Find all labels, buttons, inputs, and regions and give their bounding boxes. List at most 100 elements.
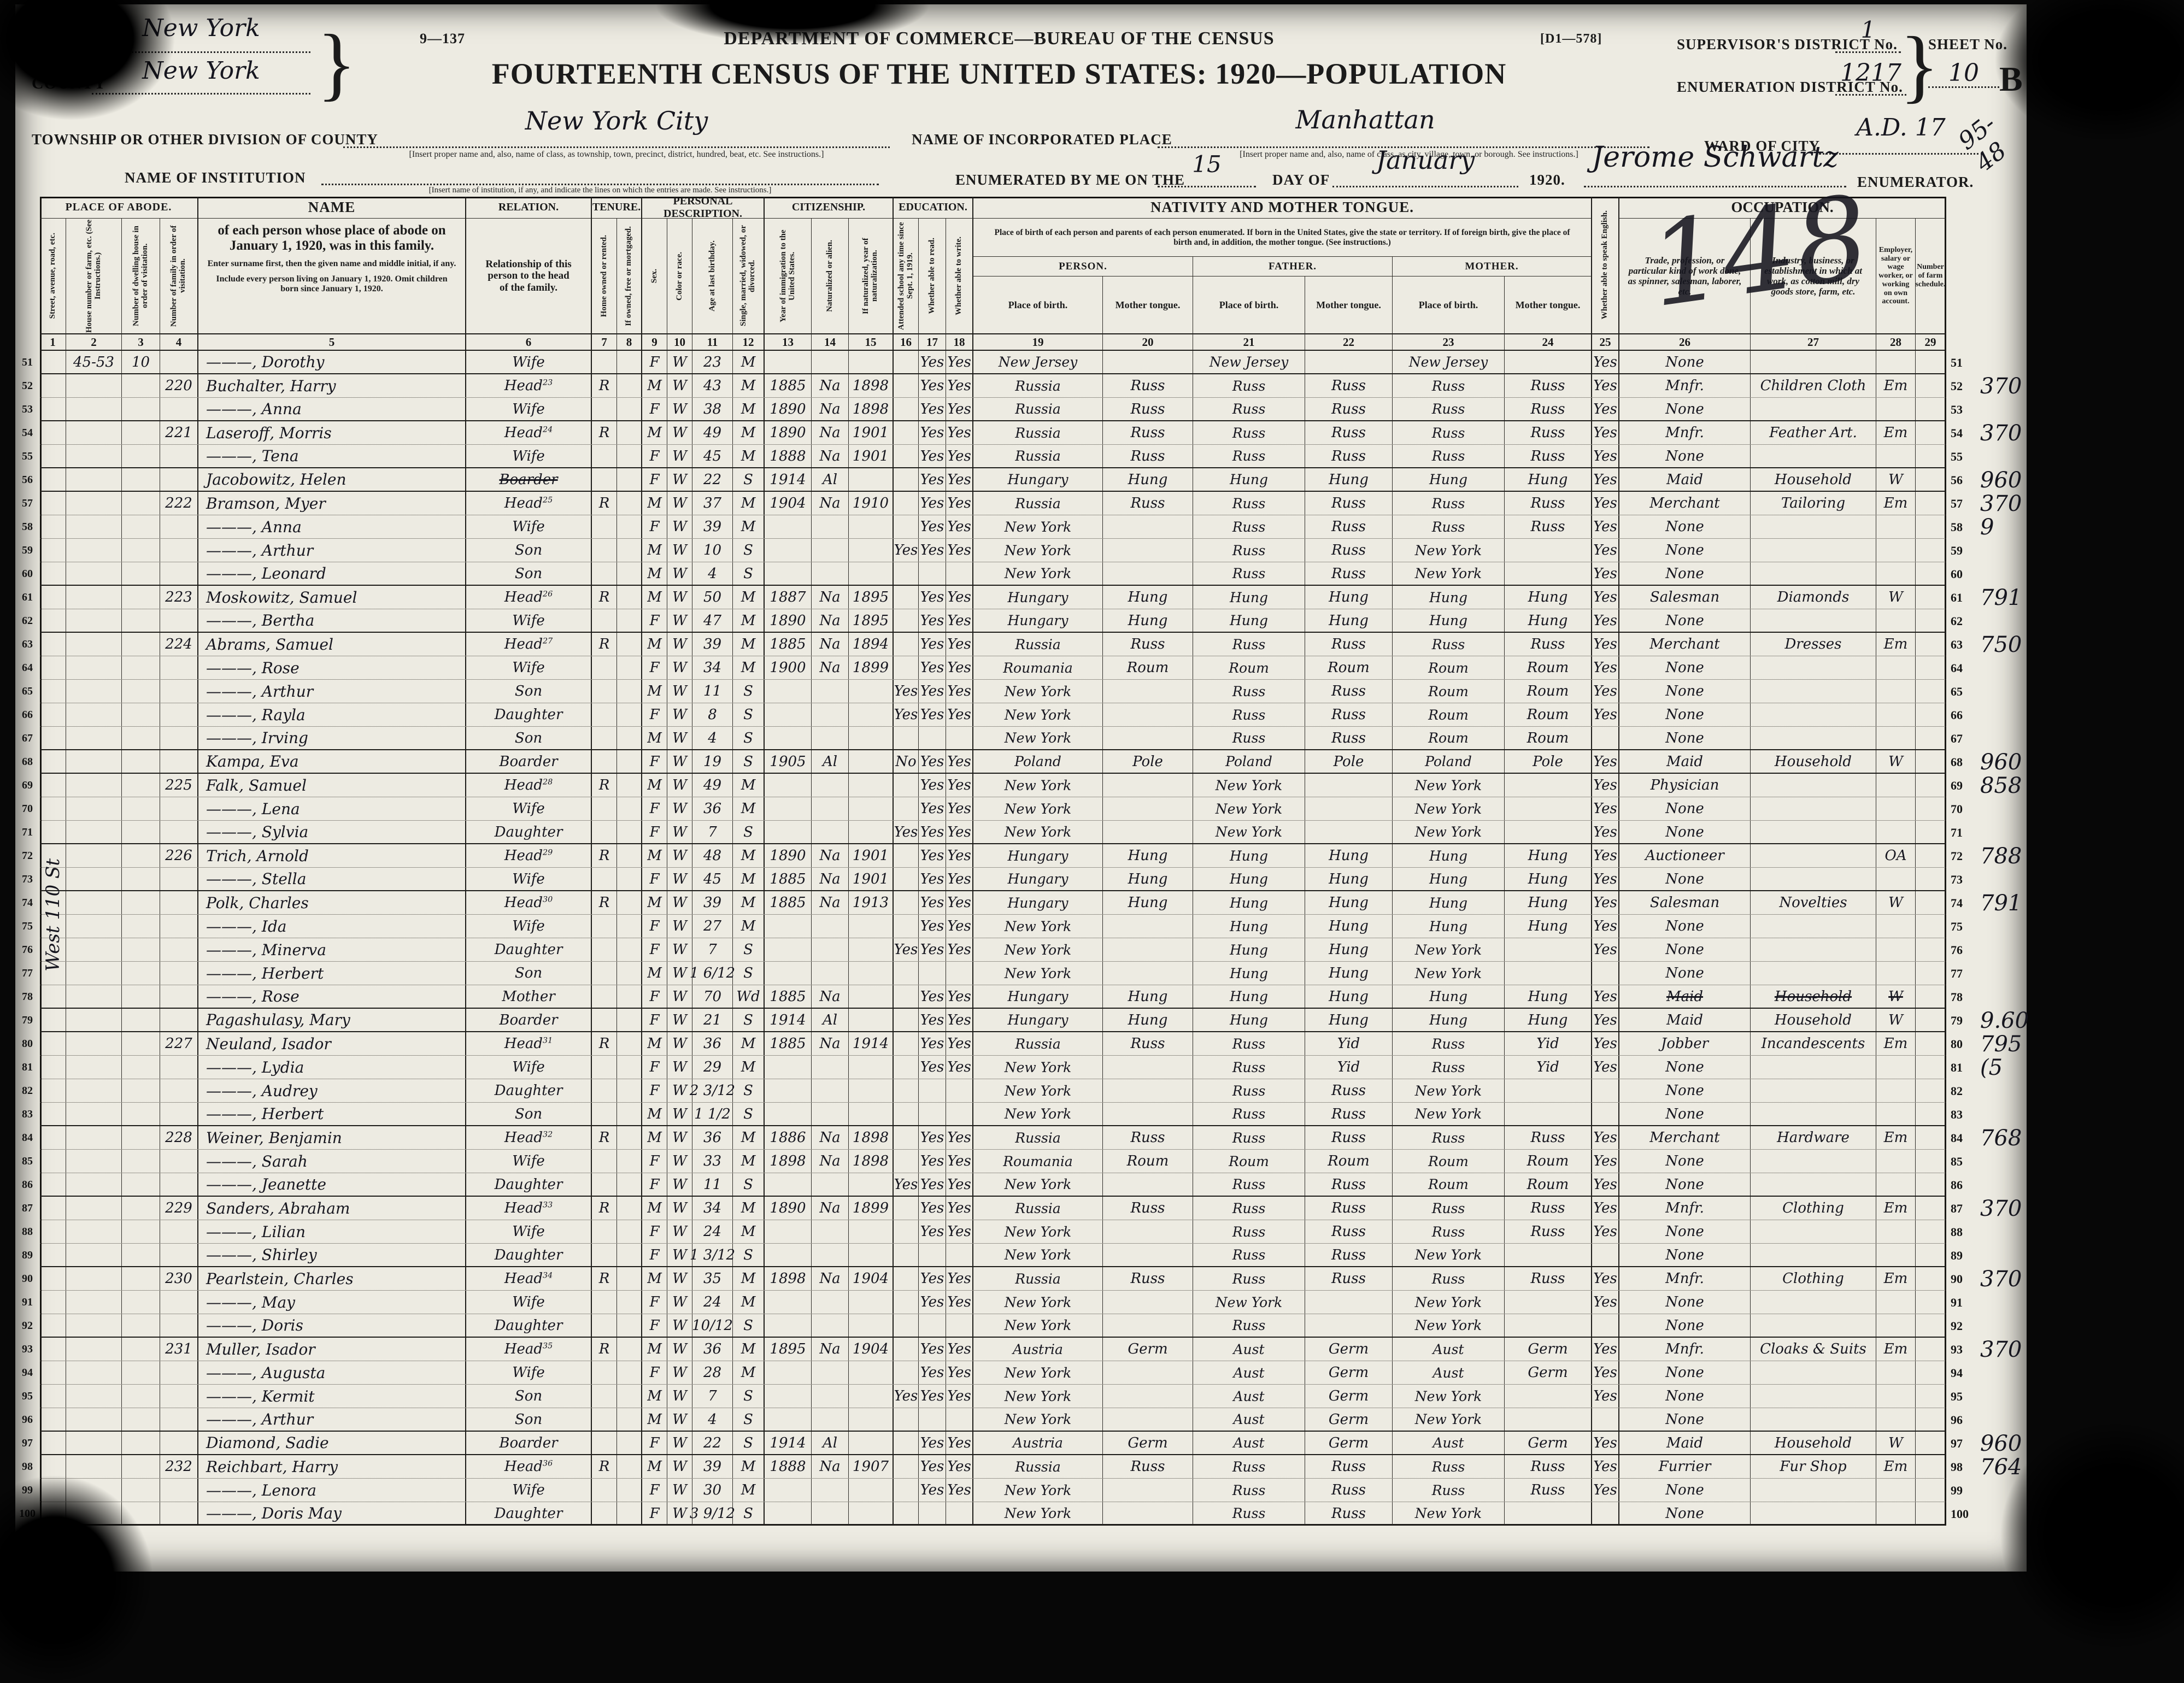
cell-mother-tongue: Russ: [1103, 398, 1193, 420]
able-to-write-value: Yes: [947, 401, 971, 417]
cell-father-birthplace: Russ: [1193, 374, 1305, 397]
relation-value: Head27: [504, 636, 553, 652]
cell-mother-birthplace: New York: [1393, 1103, 1505, 1125]
cell-industry: Household: [1751, 985, 1876, 1008]
cell-marital-status: S: [733, 1244, 765, 1266]
cell-immigration-year: [765, 1220, 812, 1243]
cell-farm-schedule: [1916, 1267, 1946, 1290]
cell-attended-school: [894, 1056, 919, 1079]
cell-color: W: [667, 962, 692, 985]
cell-color: W: [667, 1220, 692, 1243]
color-value: W: [672, 1246, 687, 1263]
column-desc-27: Industry, business, or establishment in …: [1751, 219, 1876, 333]
cell-able-to-write: Yes: [946, 351, 973, 373]
cell-tenure: R: [592, 1197, 617, 1220]
marital-status-value: M: [741, 1458, 756, 1475]
cell-age: 22: [692, 468, 733, 491]
cell-color: W: [667, 445, 692, 467]
cell-birthplace: Hungary: [973, 844, 1103, 867]
birthplace-value: Hungary: [1007, 848, 1068, 864]
cell-naturalization-year: [849, 750, 894, 773]
cell-birthplace: Russia: [973, 445, 1103, 467]
cell-family-number: 231: [160, 1338, 198, 1361]
cell-marital-status: S: [733, 938, 765, 961]
cell-age: 30: [692, 1479, 733, 1502]
color-value: W: [672, 823, 687, 840]
cell-marital-status: S: [733, 1314, 765, 1337]
sex-value: F: [649, 941, 660, 958]
line-number-right: 54: [1951, 426, 1963, 440]
cell-naturalization: [812, 351, 849, 373]
cell-house-number: [66, 797, 122, 820]
speaks-english-value: Yes: [1593, 753, 1617, 770]
sex-value: M: [647, 1035, 662, 1052]
cell-naturalization: [812, 515, 849, 538]
sex-value: F: [649, 1176, 660, 1193]
sex-value: M: [647, 589, 662, 605]
cell-name: ———, May: [198, 1291, 466, 1314]
tenure-value: R: [598, 1129, 610, 1146]
cell-industry: [1751, 1150, 1876, 1173]
table-row: ———, Minerva Daughter F W 7 S Yes Yes Yes New Yor…: [40, 938, 1946, 962]
table-row: ———, Lenora Wife F W 30 M Yes Yes New York Russ Ru…: [40, 1479, 1946, 1502]
cell-industry: [1751, 609, 1876, 632]
cell-mother-tongue: Roum: [1103, 656, 1193, 679]
cell-name: Falk, Samuel: [198, 774, 466, 797]
naturalization-value: Na: [819, 1270, 841, 1287]
cell-able-to-read: Yes: [919, 398, 946, 420]
cell-employer-class: [1876, 774, 1916, 797]
cell-family-number: [160, 398, 198, 420]
subgroup-father: FATHER.: [1193, 257, 1393, 276]
attended-school-value: Yes: [894, 542, 918, 558]
cell-birthplace: New York: [973, 1291, 1103, 1314]
color-value: W: [672, 660, 687, 676]
column-group-name: NAME: [198, 197, 466, 219]
cell-able-to-write: Yes: [946, 797, 973, 820]
speaks-english-value: Yes: [1593, 1035, 1617, 1052]
industry-value: Household: [1774, 988, 1852, 1005]
color-value: W: [672, 988, 687, 1005]
cell-farm-schedule: [1916, 1338, 1946, 1361]
color-value: W: [672, 612, 687, 629]
occupation-value: Mnfr.: [1665, 425, 1704, 441]
cell-mother-tongue: [1103, 562, 1193, 585]
cell-able-to-read: [919, 1103, 946, 1125]
cell-tenure-mortgage: [617, 1314, 642, 1337]
cell-naturalization-year: [849, 703, 894, 726]
color-value: W: [672, 378, 687, 394]
cell-immigration-year: [765, 1314, 812, 1337]
cell-sex: M: [642, 374, 667, 397]
cell-naturalization: Na: [812, 1267, 849, 1290]
mother-birthplace-value: New York: [1414, 1505, 1482, 1521]
cell-naturalization-year: 1895: [849, 609, 894, 632]
cell-farm-schedule: [1916, 492, 1946, 515]
cell-father-mother-tongue: Russ: [1305, 1267, 1393, 1290]
able-to-write-value: Yes: [947, 1388, 971, 1404]
person-name: ———, Rayla: [206, 705, 306, 724]
cell-able-to-read: Yes: [919, 351, 946, 373]
column-group-citizenship: CITIZENSHIP.: [765, 197, 894, 219]
sex-value: F: [649, 1317, 660, 1334]
mother-birthplace-value: Hung: [1429, 871, 1467, 887]
cell-occupation: None: [1619, 1173, 1751, 1196]
age-value: 33: [703, 1153, 722, 1169]
line-number-left: 75: [22, 920, 33, 932]
cell-occupation: None: [1619, 562, 1751, 585]
film-artifact: [2000, 1421, 2184, 1650]
birthplace-value: Poland: [1014, 754, 1061, 769]
cell-color: W: [667, 1338, 692, 1361]
cell-tenure: [592, 1056, 617, 1079]
cell-speaks-english: Yes: [1592, 1479, 1619, 1502]
speaks-english-value: Yes: [1593, 471, 1617, 488]
cell-able-to-read: Yes: [919, 1338, 946, 1361]
speaks-english-value: Yes: [1593, 495, 1617, 511]
cell-family-number: 229: [160, 1197, 198, 1220]
tenure-value: R: [598, 895, 610, 911]
cell-able-to-write: Yes: [946, 844, 973, 867]
cell-relation: Head36: [466, 1455, 592, 1478]
column-group-occupation: OCCUPATION.: [1619, 197, 1946, 219]
able-to-write-value: Yes: [947, 1035, 971, 1052]
age-value: 7: [708, 941, 717, 958]
cell-industry: [1751, 1408, 1876, 1431]
cell-dwelling-number: [122, 398, 160, 420]
